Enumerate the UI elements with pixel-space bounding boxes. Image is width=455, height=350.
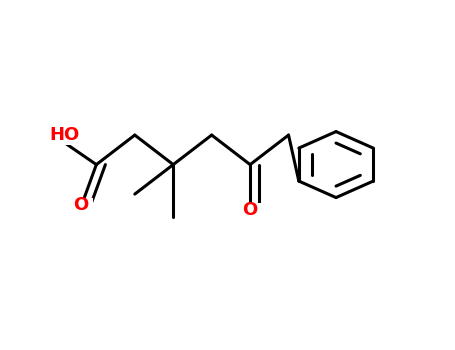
FancyBboxPatch shape (238, 203, 263, 227)
Text: HO: HO (50, 126, 80, 144)
Text: O: O (73, 196, 88, 213)
FancyBboxPatch shape (68, 197, 93, 222)
FancyBboxPatch shape (46, 125, 83, 146)
Text: O: O (243, 201, 258, 219)
